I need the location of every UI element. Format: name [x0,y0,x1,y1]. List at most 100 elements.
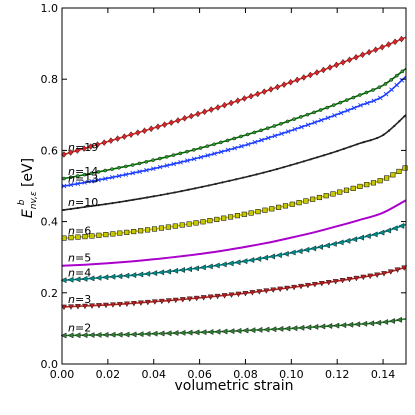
series-marker-n2 [151,330,158,337]
series-marker-n19 [201,108,208,116]
series-marker-n14 [123,164,128,169]
series-marker-n13 [185,158,190,163]
series-marker-n2 [333,322,340,329]
series-marker-n13 [318,117,324,123]
series-marker-n13 [61,183,67,189]
series-marker-n14 [299,115,303,119]
series-marker-n10 [349,145,352,148]
plot-area: n=19 n=14n=13 n=10 n=6 n=5n=4 n=3 n=2 0.00 0.02 0… [41,2,408,381]
svg-text:Env,εb [eV]: Env,εb [eV] [17,158,39,218]
series-marker-n14 [69,175,73,180]
series-marker-n2 [298,324,305,331]
series-line-n14 [61,67,407,180]
series-marker-n6 [343,187,350,193]
series-marker-n2 [116,331,123,338]
series-marker-n3 [179,297,186,303]
series-marker-n4 [248,257,255,264]
series-marker-n13 [116,173,122,179]
series-marker-n2 [102,331,109,338]
series-marker-n19 [398,35,405,43]
series-marker-n13 [137,169,142,174]
series-marker-n2 [354,321,361,328]
series-marker-n3 [214,293,221,300]
series-marker-n10 [214,182,217,186]
series-marker-n4 [255,255,262,262]
series-marker-n14 [389,78,394,82]
series-marker-n6 [68,235,74,241]
series-marker-n3 [200,295,207,301]
series-marker-n14 [212,142,216,147]
series-marker-n19 [155,123,161,131]
series-marker-n14 [225,138,230,143]
series-marker-n6 [228,214,234,220]
series-marker-n14 [265,126,270,131]
series-marker-n13 [285,129,291,134]
series-marker-n19 [366,48,372,56]
series-marker-n19 [248,92,254,100]
series-marker-n14 [75,174,80,178]
series-marker-n6 [364,182,370,188]
series-marker-n13 [358,102,363,108]
series-marker-n6 [310,196,316,202]
series-label-n19: n=19 [68,141,98,154]
series-marker-n13 [332,113,337,118]
series-marker-n13 [383,91,389,97]
series-marker-n4 [213,262,220,269]
series-marker-n4 [206,263,213,270]
series-marker-n19 [294,76,300,84]
series-marker-n13 [89,178,94,184]
series-marker-n14 [345,98,349,102]
series-marker-n6 [165,224,171,230]
series-marker-n2 [340,322,347,329]
series-marker-n2 [235,327,242,334]
series-marker-n13 [232,145,238,151]
series-marker-n2 [193,329,200,336]
series-marker-n3 [82,303,88,310]
series-marker-n2 [284,325,291,332]
y-tick-label: 0.6 [41,144,59,157]
series-marker-n13 [279,131,284,137]
series-marker-n14 [164,155,169,159]
series-marker-n3 [61,304,67,311]
series-line-n10 [61,114,407,211]
series-marker-n10 [336,149,339,153]
series-marker-n3 [116,302,123,308]
series-marker-n10 [403,115,406,118]
series-marker-n3 [367,273,374,280]
series-label-n4: n=4 [68,266,91,279]
series-marker-n3 [325,280,332,286]
x-tick-label: 0.04 [141,368,166,381]
series-marker-n10 [248,174,251,178]
series-marker-n2 [256,326,263,333]
series-marker-n10 [376,136,379,140]
series-marker-n14 [218,140,223,145]
series-marker-n6 [138,228,144,234]
series-marker-n19 [235,97,241,105]
series-marker-n2 [207,329,214,335]
series-marker-n4 [192,265,199,272]
series-marker-n6 [172,223,178,229]
series-marker-n3 [332,279,339,285]
series-marker-n2 [263,326,270,333]
series-marker-n14 [110,167,114,171]
series-marker-n2 [172,330,179,336]
series-marker-n3 [270,287,277,293]
series-marker-n4 [60,277,67,284]
series-marker-n3 [339,278,346,284]
series-marker-n2 [382,319,389,325]
series-marker-n4 [220,261,227,268]
series-marker-n4 [344,237,351,244]
series-marker-n6 [82,234,88,240]
series-marker-n14 [82,172,87,177]
y-tick-label: 0.8 [41,73,59,86]
series-line-n3 [61,266,407,308]
series-marker-n2 [361,320,368,327]
x-tick-label: 0.06 [187,368,212,381]
series-marker-n19 [74,147,81,154]
series-label-n5: n=5 [68,252,91,265]
series-marker-n2 [200,329,207,336]
series-label-n14: n=14 [68,165,98,178]
series-marker-n4 [323,242,330,249]
series-marker-n2 [277,325,284,332]
series-marker-n6 [124,229,130,235]
